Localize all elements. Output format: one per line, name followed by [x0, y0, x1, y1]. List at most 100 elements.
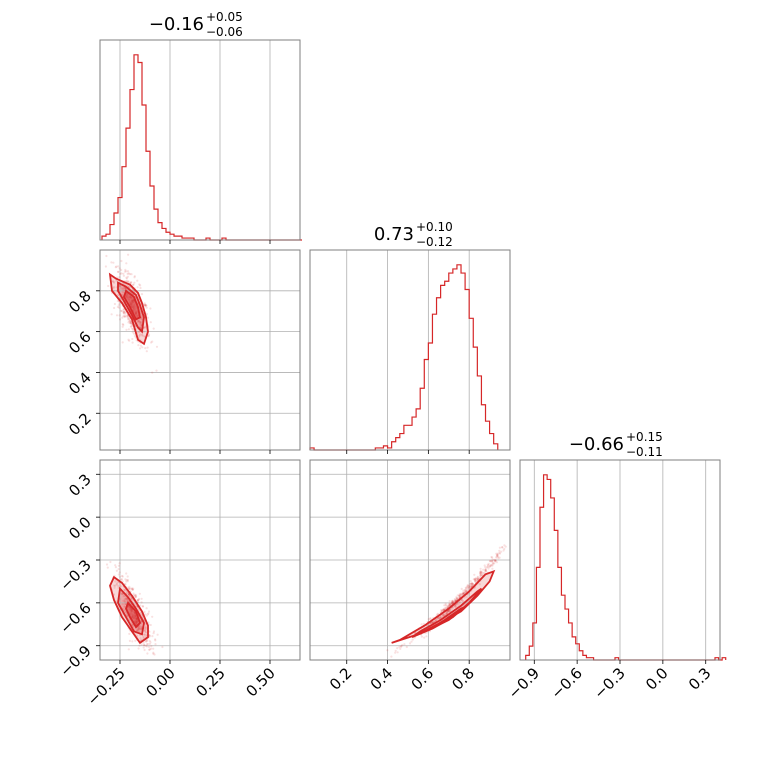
sample-point	[127, 605, 130, 608]
sample-point	[456, 594, 459, 597]
sample-point	[445, 612, 448, 615]
sample-point	[134, 310, 138, 313]
sample-point	[451, 602, 454, 605]
sample-point	[444, 602, 447, 605]
sample-point	[128, 587, 131, 591]
sample-point	[127, 317, 130, 320]
sample-point	[129, 300, 132, 303]
sample-point	[443, 613, 446, 617]
sample-point	[132, 616, 135, 620]
sample-point	[130, 303, 133, 306]
sample-point	[437, 617, 440, 620]
sample-point	[488, 565, 491, 569]
sample-point	[146, 652, 149, 655]
sample-point	[151, 340, 154, 343]
sample-point	[132, 332, 136, 335]
sample-point	[130, 299, 133, 302]
sample-point	[134, 622, 137, 625]
sample-point	[129, 297, 132, 300]
sample-point	[464, 590, 467, 593]
sample-point	[487, 564, 490, 567]
sample-point	[136, 629, 139, 632]
sample-point	[135, 617, 138, 621]
contour-fill-panel_2_1-0	[391, 571, 494, 643]
sample-point	[128, 594, 131, 598]
sample-point	[137, 627, 140, 631]
sample-point	[133, 616, 136, 620]
sample-point	[479, 573, 483, 576]
sample-point	[146, 639, 149, 642]
sample-point	[104, 265, 107, 268]
sample-point	[152, 632, 155, 635]
sample-point	[494, 559, 498, 562]
sample-point	[496, 554, 499, 557]
sample-point	[123, 598, 126, 601]
sample-point	[155, 369, 158, 372]
sample-point	[133, 304, 136, 307]
sample-point	[452, 606, 455, 609]
sample-point	[134, 307, 137, 310]
sample-point	[122, 310, 126, 313]
sample-point	[450, 602, 453, 605]
sample-point	[129, 587, 132, 590]
sample-point	[133, 615, 136, 618]
sample-point	[152, 647, 155, 650]
sample-point	[150, 341, 153, 344]
sample-point	[451, 600, 454, 603]
sample-point	[113, 306, 116, 310]
sample-point	[483, 564, 486, 567]
title-param-0: −0.16 +0.05−0.06	[149, 10, 243, 39]
sample-point	[133, 617, 136, 620]
sample-point	[130, 299, 133, 302]
sample-point	[154, 643, 157, 646]
sample-point	[501, 546, 504, 549]
sample-point	[129, 296, 133, 299]
sample-point	[114, 584, 117, 588]
sample-point	[134, 621, 137, 624]
sample-point	[120, 309, 123, 312]
sample-point	[436, 613, 439, 616]
sample-point	[123, 315, 126, 318]
sample-point	[117, 584, 120, 588]
sample-point	[130, 323, 133, 326]
sample-point	[455, 596, 458, 599]
sample-point	[129, 325, 132, 328]
sample-point	[132, 613, 135, 617]
sample-point	[127, 272, 130, 275]
sample-point	[116, 581, 119, 584]
sample-point	[148, 634, 151, 637]
sample-point	[460, 593, 463, 596]
sample-point	[141, 334, 144, 337]
sample-point	[140, 625, 143, 628]
sample-point	[458, 601, 461, 605]
sample-point	[495, 555, 498, 558]
sample-point	[151, 371, 154, 374]
sample-point	[145, 312, 149, 316]
sample-point	[130, 301, 133, 304]
sample-point	[458, 594, 461, 597]
sample-point	[124, 583, 127, 586]
sample-point	[138, 283, 141, 286]
sample-point	[500, 550, 503, 553]
sample-point	[493, 562, 496, 565]
sample-point	[483, 571, 486, 574]
sample-point	[139, 326, 142, 329]
sample-point	[141, 317, 144, 320]
sample-point	[135, 620, 138, 624]
sample-point	[122, 272, 125, 275]
sample-point	[482, 572, 485, 575]
sample-point	[156, 633, 159, 636]
histogram-param-2	[525, 474, 727, 661]
sample-point	[132, 592, 135, 595]
sample-point	[444, 604, 447, 607]
sample-point	[129, 296, 132, 299]
sample-point	[140, 643, 143, 646]
sample-point	[137, 626, 140, 629]
sample-point	[460, 587, 463, 591]
sample-point	[122, 308, 125, 311]
sample-point	[110, 261, 113, 264]
sample-point	[466, 588, 469, 591]
sample-point	[123, 312, 126, 315]
sample-point	[420, 635, 423, 638]
sample-point	[127, 593, 131, 596]
